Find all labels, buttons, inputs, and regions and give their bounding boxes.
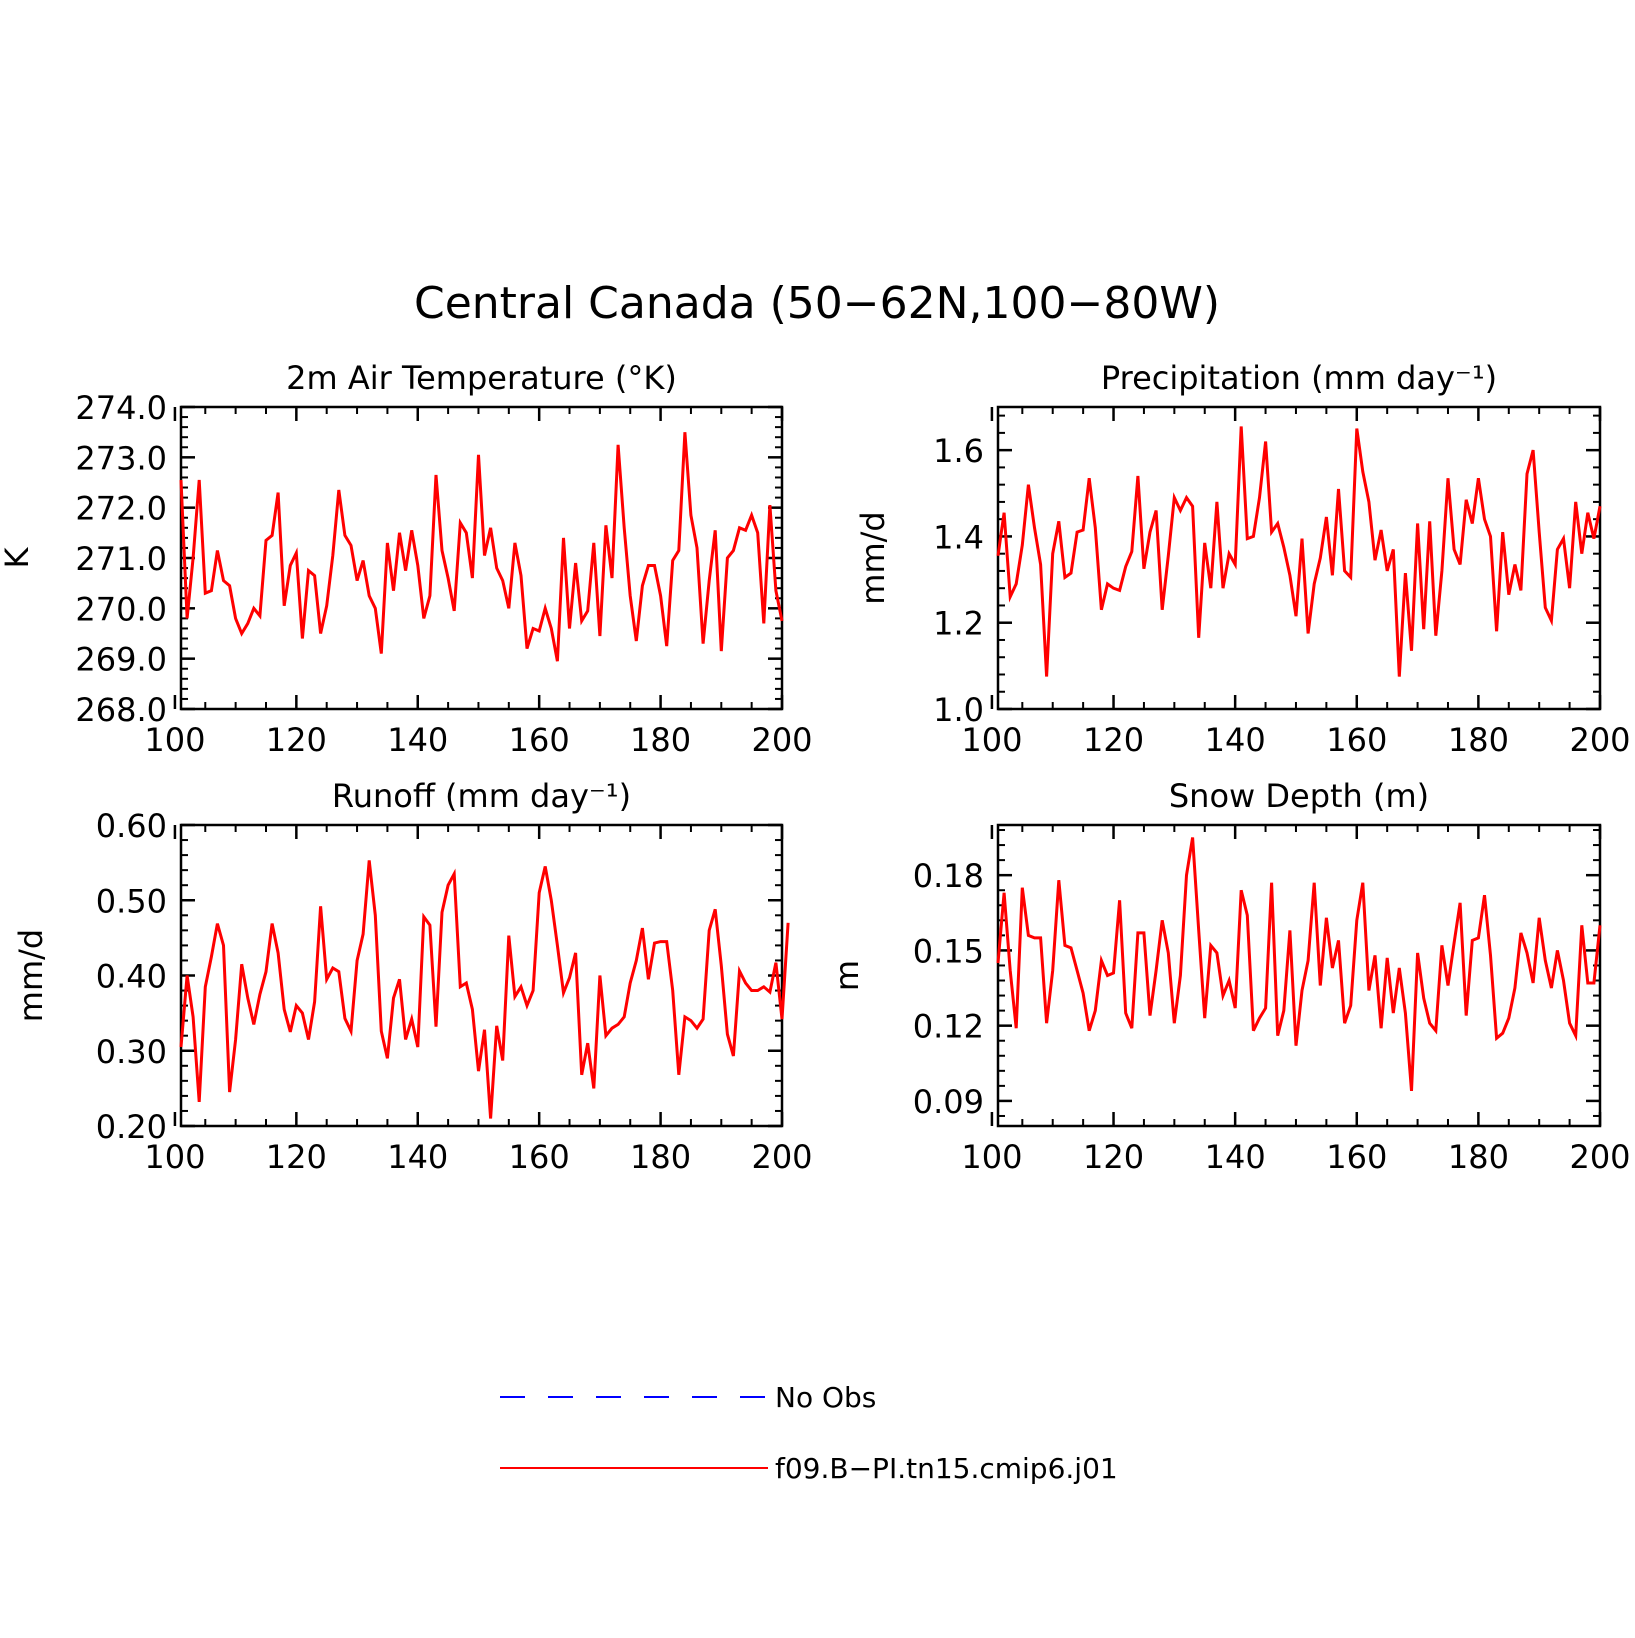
x-tick-label: 160 bbox=[1326, 1138, 1387, 1176]
y-tick-label: 269.0 bbox=[75, 641, 167, 679]
y-tick-label: 1.2 bbox=[933, 605, 984, 643]
series-line-precipitation bbox=[996, 426, 1602, 677]
panel-title-air-temperature: 2m Air Temperature (°K) bbox=[286, 359, 677, 397]
x-tick-label: 100 bbox=[961, 1138, 1022, 1176]
x-tick-label: 200 bbox=[1569, 1138, 1630, 1176]
x-tick-label: 160 bbox=[509, 721, 570, 759]
panel-title-snow-depth: Snow Depth (m) bbox=[1169, 777, 1429, 815]
panel-precipitation: Precipitation (mm day⁻¹) mm/d 100 120 140 160… bbox=[854, 359, 1631, 759]
x-tick-label: 200 bbox=[1569, 721, 1630, 759]
x-tick-label: 120 bbox=[266, 1138, 327, 1176]
x-tick-label: 100 bbox=[961, 721, 1022, 759]
y-axis-label-runoff: mm/d bbox=[12, 929, 50, 1022]
legend: No Obs f09.B−PI.tn15.cmip6.j01 bbox=[500, 1381, 1118, 1485]
x-tick-label: 160 bbox=[509, 1138, 570, 1176]
x-tick-label: 180 bbox=[630, 1138, 691, 1176]
y-tick-label: 0.50 bbox=[96, 882, 167, 920]
x-tick-label: 140 bbox=[1205, 721, 1266, 759]
y-axis-label-air-temperature: K bbox=[0, 546, 36, 568]
panels: 2m Air Temperature (°K) K 100 120 140 160 180 2… bbox=[0, 359, 1631, 1176]
series-line-snow-depth bbox=[996, 837, 1602, 1092]
panel-title-runoff: Runoff (mm day⁻¹) bbox=[332, 777, 631, 815]
x-tick-label: 100 bbox=[144, 721, 205, 759]
x-tick-label: 120 bbox=[266, 721, 327, 759]
panel-runoff: Runoff (mm day⁻¹) mm/d 100 120 140 160 180 200 0… bbox=[12, 777, 813, 1176]
y-axis-label-precipitation: mm/d bbox=[854, 511, 892, 604]
x-tick-label: 180 bbox=[630, 721, 691, 759]
y-tick-label: 1.6 bbox=[933, 432, 984, 470]
series-line-air-temperature bbox=[179, 432, 784, 662]
figure-title: Central Canada (50−62N,100−80W) bbox=[414, 278, 1220, 329]
plot-frame-snow-depth bbox=[996, 823, 1602, 1128]
y-tick-label: 0.40 bbox=[96, 958, 167, 996]
y-tick-label: 0.30 bbox=[96, 1033, 167, 1071]
x-tick-label: 200 bbox=[751, 1138, 812, 1176]
x-tick-label: 140 bbox=[387, 721, 448, 759]
x-tick-label: 160 bbox=[1326, 721, 1387, 759]
x-tick-label: 120 bbox=[1083, 721, 1144, 759]
y-tick-label: 1.0 bbox=[933, 691, 984, 729]
y-tick-label: 0.18 bbox=[913, 857, 984, 895]
x-tick-label: 180 bbox=[1448, 721, 1509, 759]
y-tick-label: 274.0 bbox=[75, 389, 167, 427]
x-tick-label: 200 bbox=[751, 721, 812, 759]
x-tick-label: 140 bbox=[387, 1138, 448, 1176]
x-tick-label: 180 bbox=[1448, 1138, 1509, 1176]
x-tick-label: 140 bbox=[1205, 1138, 1266, 1176]
y-tick-label: 0.15 bbox=[913, 932, 984, 970]
series-line-runoff bbox=[179, 860, 790, 1119]
y-tick-label: 268.0 bbox=[75, 691, 167, 729]
legend-label-model: f09.B−PI.tn15.cmip6.j01 bbox=[775, 1452, 1118, 1485]
y-tick-label: 270.0 bbox=[75, 590, 167, 628]
panel-snow-depth: Snow Depth (m) m 100 120 140 160 180 200 0.09 0.1… bbox=[828, 777, 1631, 1176]
y-tick-label: 271.0 bbox=[75, 540, 167, 578]
y-axis-label-snow-depth: m bbox=[828, 960, 866, 991]
plot-frame-precipitation bbox=[996, 405, 1602, 711]
panel-air-temperature: 2m Air Temperature (°K) K 100 120 140 160 180 2… bbox=[0, 359, 813, 759]
y-tick-label: 273.0 bbox=[75, 439, 167, 477]
panel-title-precipitation: Precipitation (mm day⁻¹) bbox=[1101, 359, 1497, 397]
y-tick-label: 272.0 bbox=[75, 490, 167, 528]
y-tick-label: 1.4 bbox=[933, 518, 984, 556]
y-tick-label: 0.12 bbox=[913, 1008, 984, 1046]
y-tick-label: 0.60 bbox=[96, 807, 167, 845]
y-tick-label: 0.09 bbox=[913, 1083, 984, 1121]
y-tick-label: 0.20 bbox=[96, 1108, 167, 1146]
x-tick-label: 100 bbox=[144, 1138, 205, 1176]
legend-label-no-obs: No Obs bbox=[775, 1381, 876, 1414]
x-tick-label: 120 bbox=[1083, 1138, 1144, 1176]
